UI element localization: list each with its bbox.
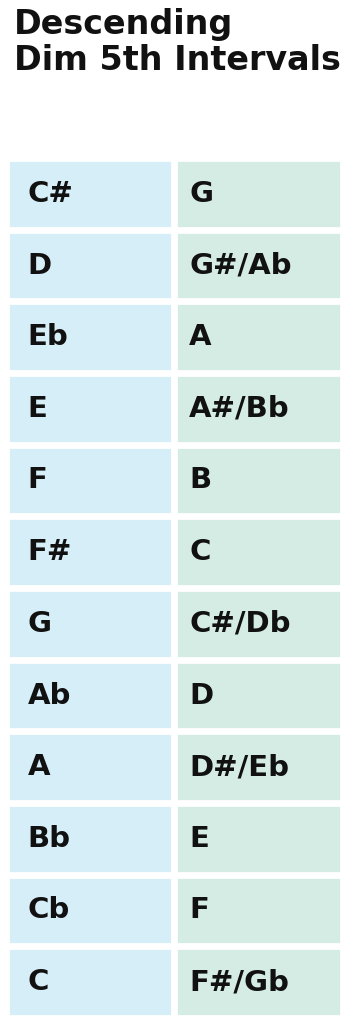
Text: Eb: Eb <box>28 324 68 351</box>
Bar <box>8 518 172 586</box>
Text: G#/Ab: G#/Ab <box>189 252 292 280</box>
Bar <box>176 877 341 944</box>
Bar <box>8 160 172 227</box>
Bar <box>8 375 172 442</box>
Text: Cb: Cb <box>28 896 70 925</box>
Bar <box>176 733 341 801</box>
Text: E: E <box>189 825 209 853</box>
Bar <box>176 662 341 729</box>
Bar <box>176 160 341 227</box>
Text: G: G <box>189 180 213 208</box>
Bar <box>176 231 341 299</box>
Bar <box>176 590 341 657</box>
Bar <box>176 518 341 586</box>
Bar <box>8 877 172 944</box>
Bar <box>176 446 341 514</box>
Text: D: D <box>28 252 52 280</box>
Text: C#: C# <box>28 180 74 208</box>
Bar <box>176 948 341 1016</box>
Bar <box>8 733 172 801</box>
Text: A#/Bb: A#/Bb <box>189 395 290 423</box>
Text: F#/Gb: F#/Gb <box>189 968 289 996</box>
Text: D#/Eb: D#/Eb <box>189 754 289 781</box>
Bar <box>176 805 341 872</box>
Text: F: F <box>189 896 209 925</box>
Bar <box>8 662 172 729</box>
Text: C: C <box>189 539 210 566</box>
Text: Descending
Dim 5th Intervals: Descending Dim 5th Intervals <box>14 8 341 77</box>
Text: B: B <box>189 467 211 495</box>
Text: Ab: Ab <box>28 682 71 710</box>
Text: F#: F# <box>28 539 72 566</box>
Bar <box>8 231 172 299</box>
Bar <box>8 948 172 1016</box>
Text: Bb: Bb <box>28 825 71 853</box>
Text: A: A <box>189 324 212 351</box>
Bar <box>8 590 172 657</box>
Text: D: D <box>189 682 213 710</box>
Bar <box>176 375 341 442</box>
Text: C#/Db: C#/Db <box>189 610 291 638</box>
Text: E: E <box>28 395 47 423</box>
Bar <box>176 303 341 371</box>
Text: G: G <box>28 610 52 638</box>
Text: C: C <box>28 968 49 996</box>
Bar <box>8 805 172 872</box>
Text: F: F <box>28 467 47 495</box>
Bar <box>8 446 172 514</box>
Bar <box>8 303 172 371</box>
Text: A: A <box>28 754 50 781</box>
